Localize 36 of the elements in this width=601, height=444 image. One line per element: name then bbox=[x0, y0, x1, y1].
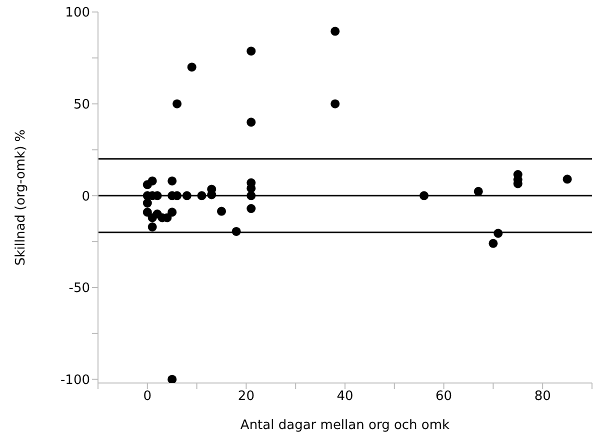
point bbox=[142, 198, 152, 208]
y-tick-label: 0 bbox=[82, 189, 90, 204]
y-tick-label: 50 bbox=[73, 97, 90, 112]
point bbox=[148, 176, 157, 186]
x-tick-label: 60 bbox=[436, 389, 452, 404]
point bbox=[187, 62, 196, 72]
x-tick-label: 20 bbox=[238, 389, 254, 404]
point bbox=[168, 374, 177, 383]
point bbox=[330, 99, 340, 108]
point bbox=[330, 26, 340, 36]
point bbox=[246, 118, 256, 127]
y-tick-label: -100 bbox=[60, 372, 90, 388]
x-axis-title: Antal dagar mellan org och omk bbox=[240, 418, 450, 433]
y-tick-label: -50 bbox=[68, 281, 90, 296]
point bbox=[197, 191, 206, 200]
point bbox=[216, 206, 226, 216]
point bbox=[172, 99, 182, 108]
point bbox=[142, 208, 152, 217]
y-axis-title: Skillnad (org-omk) % bbox=[14, 129, 29, 266]
point bbox=[488, 238, 498, 248]
x-tick-label: 80 bbox=[534, 389, 551, 404]
point bbox=[420, 191, 429, 200]
point bbox=[232, 226, 241, 236]
point bbox=[494, 228, 503, 238]
point bbox=[562, 174, 572, 184]
point bbox=[168, 176, 177, 186]
point bbox=[148, 222, 157, 232]
point bbox=[168, 208, 177, 217]
point bbox=[474, 186, 483, 196]
x-tick-label: 40 bbox=[336, 389, 354, 404]
point bbox=[182, 191, 192, 200]
y-tick-label: 100 bbox=[65, 6, 90, 21]
x-tick-label: 0 bbox=[143, 389, 152, 404]
point bbox=[246, 191, 256, 200]
point bbox=[246, 46, 256, 56]
point bbox=[246, 204, 256, 214]
